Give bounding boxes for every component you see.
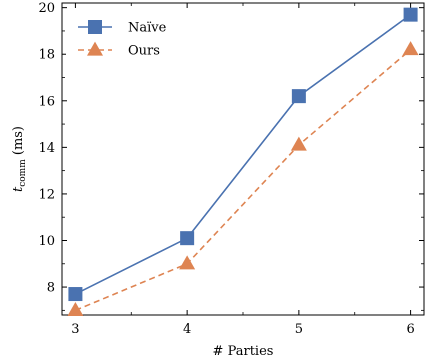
legend: Naïve Ours xyxy=(66,12,186,68)
series-ours xyxy=(67,41,419,316)
data-point xyxy=(291,89,306,104)
data-point xyxy=(179,255,196,270)
legend-marker xyxy=(87,41,103,56)
y-tick-label: 14 xyxy=(38,141,55,156)
y-tick-label: 18 xyxy=(38,48,55,63)
y-tick-label: 8 xyxy=(47,281,55,296)
legend-label: Naïve xyxy=(128,21,167,36)
y-tick-label: 12 xyxy=(38,187,55,202)
data-point xyxy=(290,136,307,151)
y-tick-label: 20 xyxy=(38,1,55,16)
y-axis-label-unit: (ms) xyxy=(11,126,26,159)
x-tick-label: 3 xyxy=(71,322,79,337)
legend-item: Naïve xyxy=(78,20,167,36)
series-line xyxy=(75,13,412,295)
x-tick-label: 4 xyxy=(183,322,191,337)
series-naive xyxy=(68,7,418,302)
y-tick-label: 10 xyxy=(38,234,55,249)
legend-marker xyxy=(88,20,102,34)
data-point xyxy=(403,7,418,22)
legend-item: Ours xyxy=(78,41,160,59)
series-line xyxy=(75,48,412,312)
x-tick-label: 6 xyxy=(406,322,414,337)
data-point xyxy=(180,231,195,246)
ticks-layer: 3 4 5 6 8 10 12 14 16 18 20 xyxy=(38,1,424,337)
data-point xyxy=(68,287,83,302)
data-point xyxy=(67,301,84,316)
x-tick-label: 5 xyxy=(295,322,303,337)
y-axis-label-main: t xyxy=(11,186,26,192)
x-axis-label: # Parties xyxy=(213,344,274,359)
y-axis-label-subscript: comm xyxy=(18,159,28,187)
legend-label: Ours xyxy=(128,44,160,59)
y-tick-label: 16 xyxy=(38,94,55,109)
series-layer xyxy=(67,7,419,316)
y-axis-label: tcomm (ms) xyxy=(11,126,28,192)
legend-box xyxy=(66,12,186,68)
data-point xyxy=(402,41,419,56)
